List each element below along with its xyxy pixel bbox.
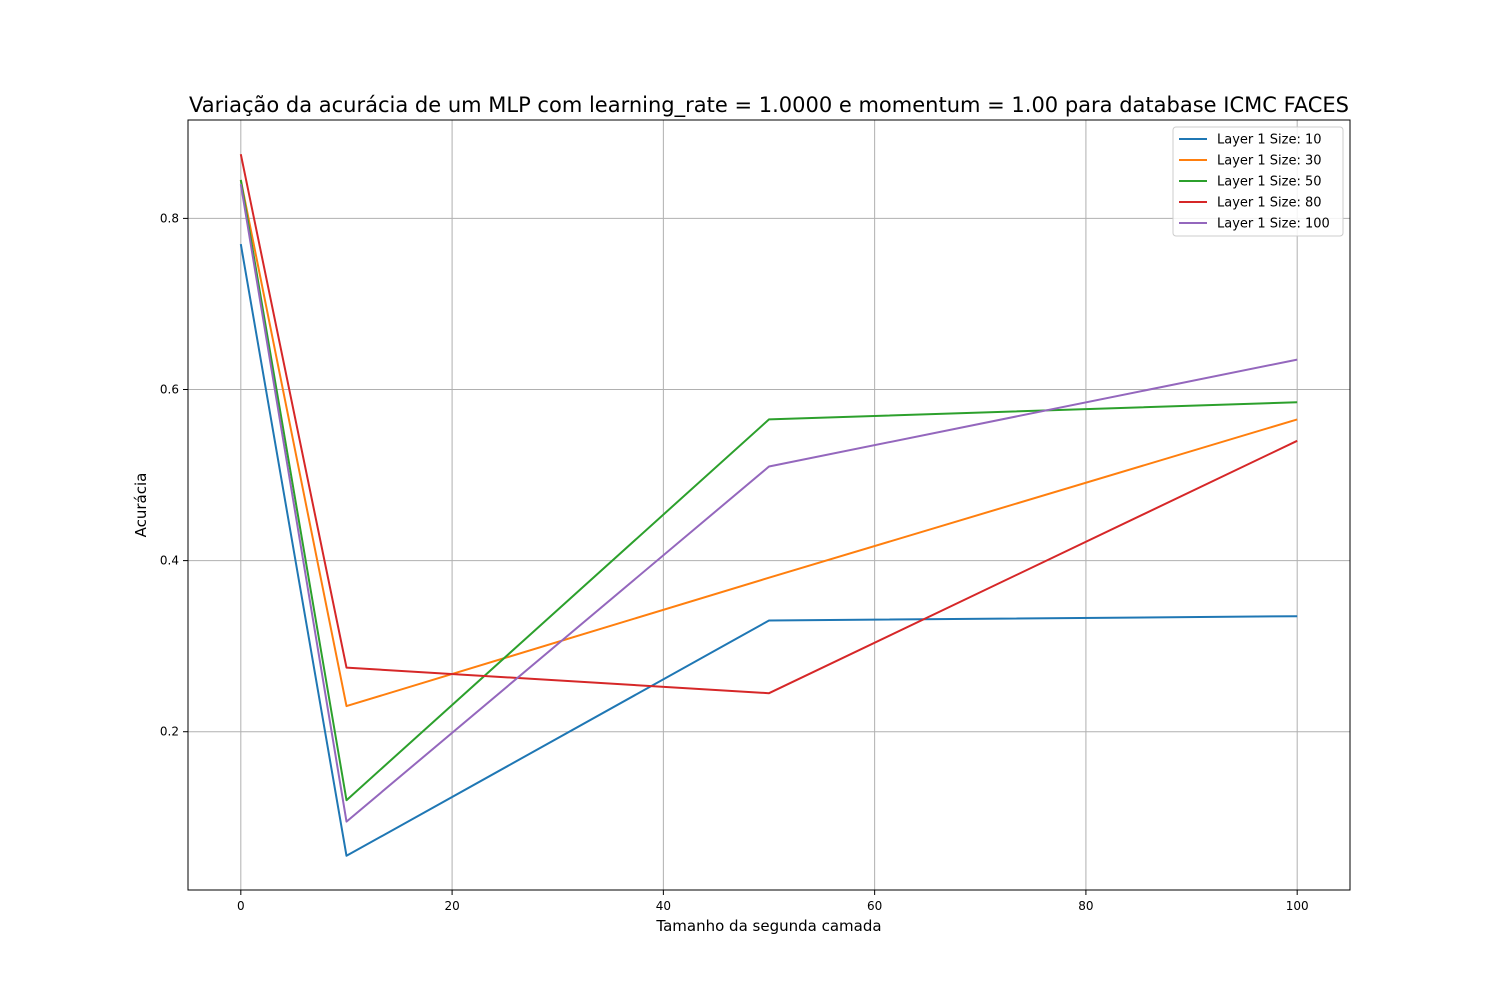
x-tick-label: 0	[237, 899, 245, 913]
legend: Layer 1 Size: 10 Layer 1 Size: 30 Layer 1 …	[1172, 126, 1344, 237]
y-tick-label: 0.4	[160, 554, 179, 568]
x-tick-label: 80	[1078, 899, 1093, 913]
legend-entry: Layer 1 Size: 30	[1217, 154, 1322, 169]
legend-box	[1172, 126, 1344, 237]
y-tick-label: 0.2	[160, 725, 179, 739]
legend-entry: Layer 1 Size: 80	[1217, 196, 1322, 211]
legend-entry: Layer 1 Size: 50	[1217, 175, 1322, 190]
series-line	[239, 179, 1298, 708]
y-tick-label: 0.6	[160, 383, 179, 397]
x-tick-label: 100	[1286, 899, 1309, 913]
series-line	[239, 243, 1298, 857]
series-line	[239, 153, 1298, 695]
grid-lines	[188, 120, 1350, 890]
y-axis-label: Acurácia	[132, 473, 150, 538]
chart-title: Variação da acurácia de um MLP com learn…	[189, 93, 1349, 118]
x-tick-label: 60	[867, 899, 882, 913]
series-line	[239, 184, 1298, 823]
plot-area-frame	[187, 119, 1351, 891]
legend-entry: Layer 1 Size: 10	[1217, 133, 1322, 148]
series-lines	[239, 153, 1298, 857]
axes: 0 20 40 60 80 100 0.2 0.4 0.6 0.8	[160, 211, 1309, 913]
series-line	[239, 179, 1298, 802]
x-tick-label: 40	[656, 899, 671, 913]
x-tick-label: 20	[444, 899, 459, 913]
x-axis-label: Tamanho da segunda camada	[655, 917, 881, 935]
y-tick-label: 0.8	[160, 211, 179, 225]
legend-entry: Layer 1 Size: 100	[1217, 217, 1330, 232]
